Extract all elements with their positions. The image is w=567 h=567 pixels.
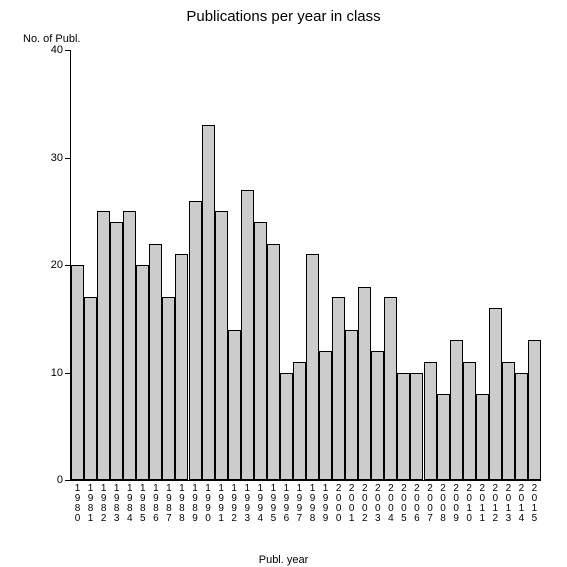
x-tick-label: 1983	[110, 480, 123, 524]
bar	[319, 351, 332, 480]
bar	[215, 211, 228, 480]
y-tick-label: 10	[51, 367, 71, 379]
bar	[332, 297, 345, 480]
x-tick-label: 2007	[424, 480, 437, 524]
bar	[463, 362, 476, 480]
bar	[280, 373, 293, 481]
x-tick-label: 2013	[502, 480, 515, 524]
x-tick-label: 1996	[280, 480, 293, 524]
bar	[384, 297, 397, 480]
bar	[293, 362, 306, 480]
bar	[345, 330, 358, 481]
x-tick-label: 1997	[293, 480, 306, 524]
x-tick-label: 2002	[358, 480, 371, 524]
y-tick-label: 20	[51, 259, 71, 271]
x-tick-label: 1984	[123, 480, 136, 524]
x-tick-label: 2010	[463, 480, 476, 524]
plot-area: 0102030401980198119821983198419851986198…	[70, 50, 541, 481]
chart-title: Publications per year in class	[0, 8, 567, 25]
bar	[241, 190, 254, 480]
bar	[71, 265, 84, 480]
x-tick-label: 1994	[254, 480, 267, 524]
bar	[489, 308, 502, 480]
x-tick-label: 2003	[371, 480, 384, 524]
bar	[476, 394, 489, 480]
x-tick-label: 1985	[136, 480, 149, 524]
x-tick-label: 2011	[476, 480, 489, 524]
bar	[267, 244, 280, 481]
bar	[254, 222, 267, 480]
bar	[502, 362, 515, 480]
bar	[149, 244, 162, 481]
bar	[358, 287, 371, 481]
x-tick-label: 2008	[437, 480, 450, 524]
bar	[175, 254, 188, 480]
bar	[515, 373, 528, 481]
bar	[306, 254, 319, 480]
bar	[136, 265, 149, 480]
x-axis-label: Publ. year	[0, 554, 567, 566]
x-tick-label: 1995	[267, 480, 280, 524]
x-tick-label: 2006	[410, 480, 423, 524]
bar	[84, 297, 97, 480]
y-tick-label: 0	[57, 474, 71, 486]
x-tick-label: 1981	[84, 480, 97, 524]
x-tick-label: 1992	[228, 480, 241, 524]
x-tick-label: 1990	[202, 480, 215, 524]
x-tick-label: 2009	[450, 480, 463, 524]
x-tick-label: 2000	[332, 480, 345, 524]
x-tick-label: 2014	[515, 480, 528, 524]
x-tick-label: 1989	[189, 480, 202, 524]
y-tick-label: 30	[51, 152, 71, 164]
x-tick-label: 2005	[397, 480, 410, 524]
bar	[437, 394, 450, 480]
x-tick-label: 1980	[71, 480, 84, 524]
x-tick-label: 1998	[306, 480, 319, 524]
x-tick-label: 2004	[384, 480, 397, 524]
bar	[202, 125, 215, 480]
bar	[189, 201, 202, 481]
bar	[450, 340, 463, 480]
x-tick-label: 1999	[319, 480, 332, 524]
x-tick-label: 2015	[528, 480, 541, 524]
bar	[97, 211, 110, 480]
bar	[371, 351, 384, 480]
x-tick-label: 1982	[97, 480, 110, 524]
bar	[110, 222, 123, 480]
bar	[397, 373, 410, 481]
x-tick-label: 1988	[175, 480, 188, 524]
x-tick-label: 1986	[149, 480, 162, 524]
bar	[410, 373, 423, 481]
bar	[228, 330, 241, 481]
x-tick-label: 1991	[215, 480, 228, 524]
y-tick-label: 40	[51, 44, 71, 56]
x-tick-label: 2012	[489, 480, 502, 524]
chart-container: Publications per year in class No. of Pu…	[0, 0, 567, 567]
bar	[162, 297, 175, 480]
bar	[424, 362, 437, 480]
bar	[528, 340, 541, 480]
x-tick-label: 2001	[345, 480, 358, 524]
x-tick-label: 1993	[241, 480, 254, 524]
bar	[123, 211, 136, 480]
x-tick-label: 1987	[162, 480, 175, 524]
